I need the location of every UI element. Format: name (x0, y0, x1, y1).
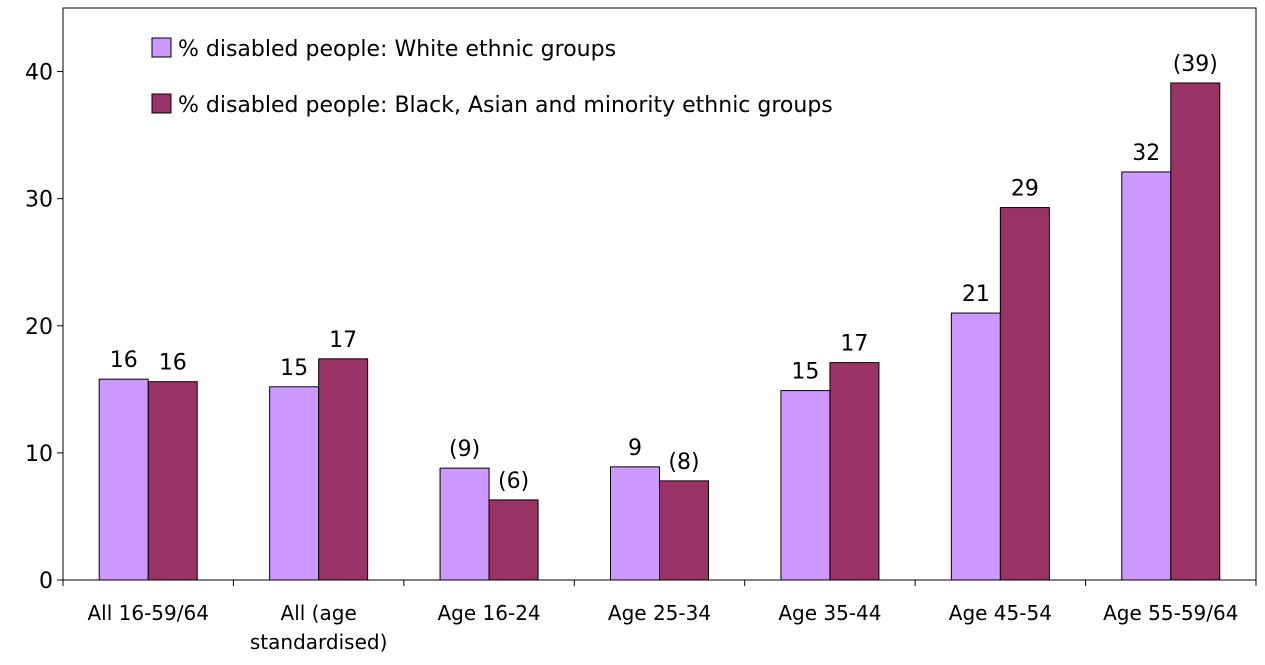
x-category-label: Age 25-34 (608, 601, 711, 625)
data-label: 32 (1132, 141, 1160, 166)
legend-label: % disabled people: White ethnic groups (178, 37, 616, 62)
bar (999, 207, 1050, 581)
data-label: 17 (840, 332, 868, 357)
y-tick-label: 0 (39, 569, 53, 594)
bar (98, 378, 149, 581)
y-tick-label: 20 (25, 315, 53, 340)
y-tick-label: 10 (25, 442, 53, 467)
x-category-label: Age 55-59/64 (1103, 601, 1238, 625)
x-category-label: All (age (281, 601, 357, 625)
y-tick-label: 40 (25, 61, 53, 86)
data-label: (39) (1173, 52, 1218, 77)
data-label: (9) (449, 437, 480, 462)
x-category-label: Age 16-24 (437, 601, 540, 625)
bar (829, 362, 880, 581)
x-category-label: Age 35-44 (778, 601, 881, 625)
data-label: 9 (628, 436, 642, 461)
bar (269, 386, 320, 581)
bar (610, 466, 660, 581)
y-tick-label: 30 (25, 188, 53, 213)
data-label: 17 (329, 328, 357, 353)
bar (659, 480, 709, 581)
bar (950, 312, 1001, 581)
data-label: 16 (159, 351, 187, 376)
data-label: 15 (280, 356, 308, 381)
bar (780, 390, 831, 581)
bar (488, 499, 539, 581)
x-category-label: Age 45-54 (949, 601, 1052, 625)
data-label: 21 (962, 282, 990, 307)
bar (147, 381, 198, 581)
data-label: 16 (110, 348, 138, 373)
legend-swatch (151, 37, 172, 58)
x-category-label: standardised) (250, 630, 388, 654)
x-category-label: All 16-59/64 (87, 601, 208, 625)
legend-swatch (151, 93, 172, 114)
bar (318, 358, 369, 581)
data-label: 29 (1011, 177, 1039, 202)
data-label: (8) (668, 450, 699, 475)
bar (1170, 82, 1221, 581)
bar (439, 467, 490, 581)
data-label: 15 (791, 360, 819, 385)
legend-label: % disabled people: Black, Asian and mino… (178, 93, 833, 118)
data-label: (6) (498, 469, 529, 494)
bar (1121, 171, 1172, 581)
